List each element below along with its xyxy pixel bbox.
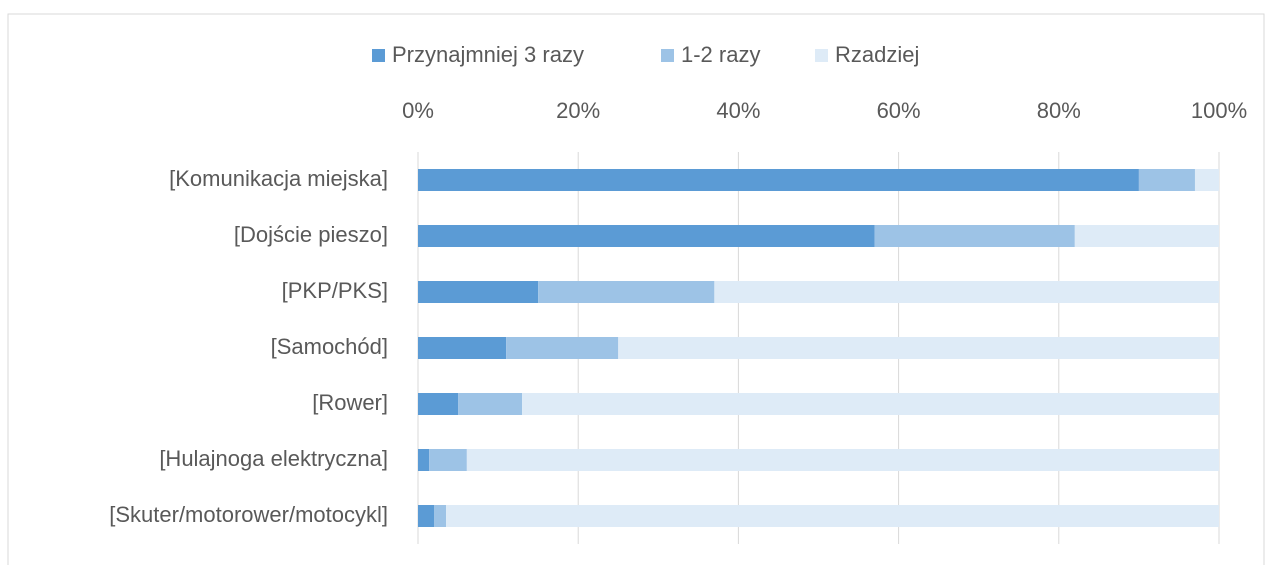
bar-segment (429, 449, 467, 471)
bar-segment (1194, 169, 1219, 191)
x-tick-label: 40% (716, 98, 760, 123)
legend-label: Rzadziej (835, 42, 919, 67)
y-tick-label: [Komunikacja miejska] (169, 166, 388, 191)
chart-border (7, 13, 1265, 565)
bar-segment (618, 337, 1219, 359)
y-tick-label: [Hulajnoga elektryczna] (159, 446, 388, 471)
legend-label: 1-2 razy (681, 42, 760, 67)
legend-swatch (815, 49, 828, 62)
bar-segment (458, 393, 523, 415)
x-tick-label: 80% (1037, 98, 1081, 123)
y-tick-label: [Dojście pieszo] (234, 222, 388, 247)
legend-label: Przynajmniej 3 razy (392, 42, 584, 67)
bar-segment (418, 505, 435, 527)
bar-segment (538, 281, 715, 303)
x-tick-label: 0% (402, 98, 434, 123)
bar-segment (506, 337, 619, 359)
bar-segment (418, 169, 1139, 191)
bar-segment (418, 393, 459, 415)
y-tick-label: [PKP/PKS] (282, 278, 388, 303)
bar-segment (466, 449, 1220, 471)
y-tick-label: [Skuter/motorower/motocykl] (109, 502, 388, 527)
bar-segment (1074, 225, 1219, 247)
bar-segment (522, 393, 1219, 415)
bar-segment (446, 505, 1219, 527)
y-tick-label: [Samochód] (271, 334, 388, 359)
x-tick-label: 20% (556, 98, 600, 123)
bar-segment (434, 505, 447, 527)
bar-segment (418, 225, 875, 247)
x-tick-label: 60% (877, 98, 921, 123)
x-tick-label: 100% (1191, 98, 1247, 123)
y-tick-label: [Rower] (312, 390, 388, 415)
bar-segment (874, 225, 1075, 247)
legend-swatch (372, 49, 385, 62)
bar-segment (418, 449, 430, 471)
bar-segment (418, 281, 539, 303)
bar-segment (418, 337, 507, 359)
legend-swatch (661, 49, 674, 62)
bar-segment (1138, 169, 1195, 191)
bar-segment (714, 281, 1219, 303)
